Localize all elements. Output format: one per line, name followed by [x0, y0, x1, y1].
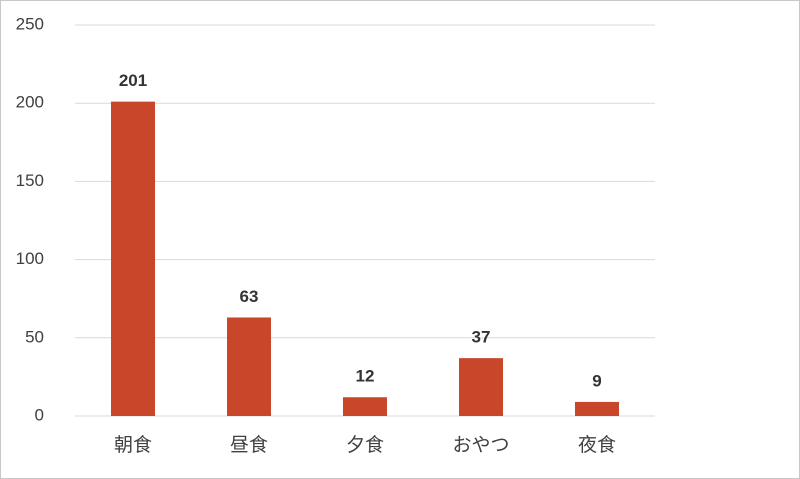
value-label: 37: [472, 328, 491, 347]
value-label: 63: [240, 287, 259, 306]
y-tick-label: 200: [16, 93, 44, 112]
y-tick-label: 0: [35, 405, 44, 424]
y-tick-label: 50: [25, 327, 44, 346]
bar: [227, 317, 271, 416]
bar: [343, 397, 387, 416]
x-tick-label: 昼食: [230, 434, 268, 456]
value-label: 9: [592, 371, 601, 390]
y-tick-label: 250: [16, 14, 44, 33]
x-tick-label: 夕食: [346, 434, 384, 456]
y-tick-label: 100: [16, 249, 44, 268]
x-tick-label: 朝食: [114, 434, 152, 456]
y-tick-label: 150: [16, 171, 44, 190]
x-tick-label: おやつ: [452, 434, 509, 456]
bar: [575, 401, 619, 416]
value-label: 12: [356, 367, 375, 386]
bar: [459, 358, 503, 416]
bar: [111, 101, 155, 417]
value-label: 201: [119, 71, 147, 90]
x-tick-label: 夜食: [578, 434, 616, 456]
